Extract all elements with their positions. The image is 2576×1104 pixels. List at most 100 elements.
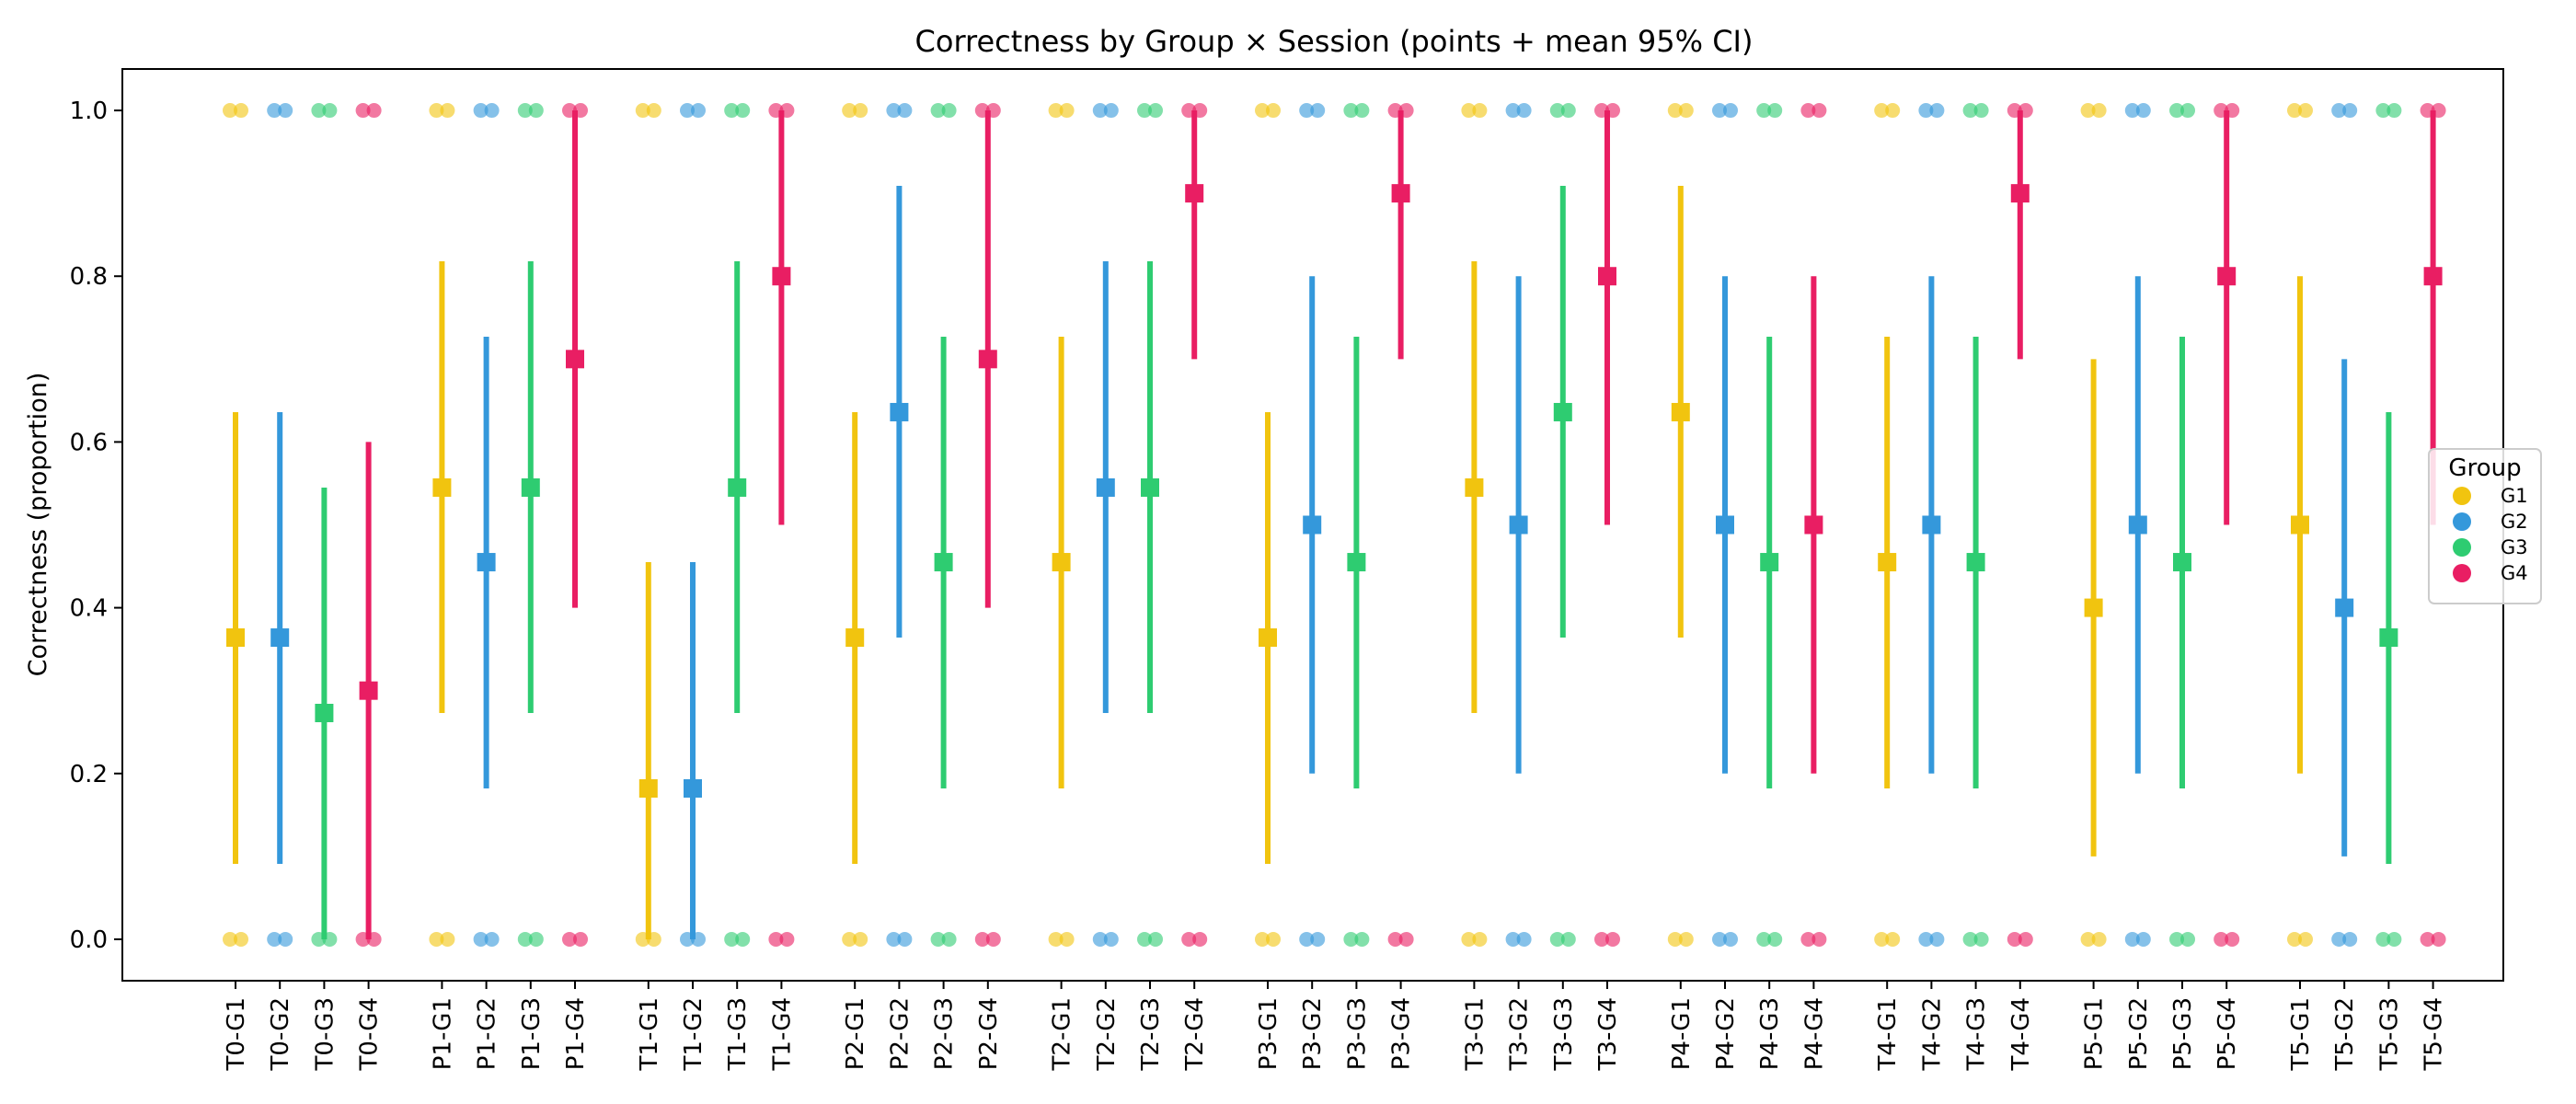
- data-point: [1800, 931, 1816, 947]
- data-point: [1299, 103, 1315, 119]
- mean-marker: [1922, 515, 1941, 535]
- data-point: [2298, 103, 2313, 119]
- data-point: [1549, 103, 1565, 119]
- x-tick-label: P1-G2: [474, 997, 501, 1070]
- data-point: [429, 931, 444, 947]
- legend-entry: G3: [2501, 536, 2528, 558]
- mean-marker: [226, 628, 245, 648]
- data-point: [1398, 931, 1414, 947]
- x-tick-label: P3-G3: [1343, 997, 1371, 1070]
- mean-marker: [2423, 267, 2443, 286]
- mean-marker: [2291, 515, 2309, 535]
- x-tick-label: T1-G3: [724, 997, 752, 1071]
- x-tick-label: T4-G2: [1918, 997, 1946, 1071]
- data-point: [1255, 103, 1270, 119]
- data-point: [2386, 103, 2402, 119]
- y-axis-label: Correctness (proportion): [24, 373, 52, 677]
- mean-marker: [1878, 553, 1897, 572]
- data-point: [1137, 103, 1152, 119]
- x-tick-label: T0-G3: [311, 997, 339, 1071]
- x-tick-label: P4-G2: [1712, 997, 1740, 1070]
- mean-marker: [1509, 515, 1528, 535]
- data-point: [278, 103, 293, 119]
- data-point: [267, 931, 282, 947]
- x-tick-label: T1-G2: [680, 997, 707, 1071]
- data-point: [1516, 931, 1532, 947]
- data-point: [1048, 103, 1064, 119]
- legend-entry: G4: [2501, 562, 2528, 584]
- x-tick-label: P1-G4: [562, 997, 590, 1070]
- data-point: [267, 103, 282, 119]
- x-tick-label: P5-G4: [2214, 997, 2241, 1070]
- data-points: [223, 103, 2446, 947]
- mean-marker: [1716, 515, 1734, 535]
- legend: Group G1 G2 G3 G4: [2428, 448, 2542, 604]
- data-point: [1560, 931, 1576, 947]
- mean-marker: [2084, 598, 2103, 617]
- data-point: [2018, 931, 2033, 947]
- mean-marker: [890, 402, 909, 421]
- data-point: [1767, 103, 1783, 119]
- mean-marker: [728, 477, 747, 497]
- mean-markers: [226, 184, 2443, 798]
- data-point: [1266, 931, 1281, 947]
- data-point: [2135, 931, 2151, 947]
- data-point: [691, 103, 706, 119]
- x-tick-label: T5-G3: [2375, 997, 2403, 1071]
- x-tick-label: T5-G4: [2421, 997, 2448, 1071]
- data-point: [2135, 103, 2151, 119]
- x-tick-label: T1-G1: [636, 997, 663, 1071]
- mean-marker: [845, 628, 865, 648]
- data-point: [635, 103, 650, 119]
- data-point: [724, 103, 740, 119]
- data-point: [573, 931, 588, 947]
- data-point: [1929, 931, 1945, 947]
- legend-entry: G2: [2501, 511, 2528, 533]
- x-tick-label: P2-G1: [842, 997, 869, 1070]
- legend-box: [2428, 448, 2542, 604]
- x-tick-label: T0-G4: [356, 997, 384, 1071]
- data-point: [1354, 931, 1370, 947]
- mean-marker: [2128, 515, 2147, 535]
- data-point: [2375, 103, 2391, 119]
- data-point: [1723, 931, 1738, 947]
- data-point: [1605, 931, 1620, 947]
- data-point: [1310, 103, 1326, 119]
- x-tick-label: T2-G4: [1181, 997, 1209, 1071]
- data-point: [853, 931, 868, 947]
- data-point: [440, 931, 455, 947]
- x-tick-label: T2-G2: [1093, 997, 1121, 1071]
- data-point: [1962, 103, 1978, 119]
- mean-marker: [1553, 402, 1572, 421]
- data-point: [1387, 931, 1403, 947]
- data-point: [1874, 931, 1890, 947]
- data-point: [1667, 931, 1683, 947]
- data-point: [1667, 103, 1683, 119]
- x-tick-label: T3-G2: [1506, 997, 1534, 1071]
- data-point: [1472, 103, 1488, 119]
- data-point: [2169, 931, 2184, 947]
- data-point: [234, 103, 248, 119]
- data-point: [1516, 103, 1532, 119]
- data-point: [1343, 931, 1359, 947]
- data-point: [473, 103, 489, 119]
- data-point: [1929, 103, 1945, 119]
- mean-marker: [315, 704, 334, 723]
- y-tick-label: 1.0: [70, 98, 108, 125]
- data-point: [1103, 103, 1119, 119]
- data-point: [646, 103, 661, 119]
- data-point: [1811, 103, 1827, 119]
- x-tick-label: T0-G2: [267, 997, 294, 1071]
- x-tick-label: P2-G2: [886, 997, 914, 1070]
- data-point: [2331, 103, 2347, 119]
- data-point: [366, 103, 382, 119]
- data-point: [1962, 931, 1978, 947]
- x-tick-label: P3-G4: [1388, 997, 1416, 1070]
- data-point: [779, 931, 795, 947]
- mean-marker: [1671, 402, 1690, 421]
- x-tick-label: P4-G3: [1756, 997, 1784, 1070]
- data-point: [528, 931, 544, 947]
- data-point: [1148, 103, 1163, 119]
- confidence-intervals: [233, 110, 2436, 939]
